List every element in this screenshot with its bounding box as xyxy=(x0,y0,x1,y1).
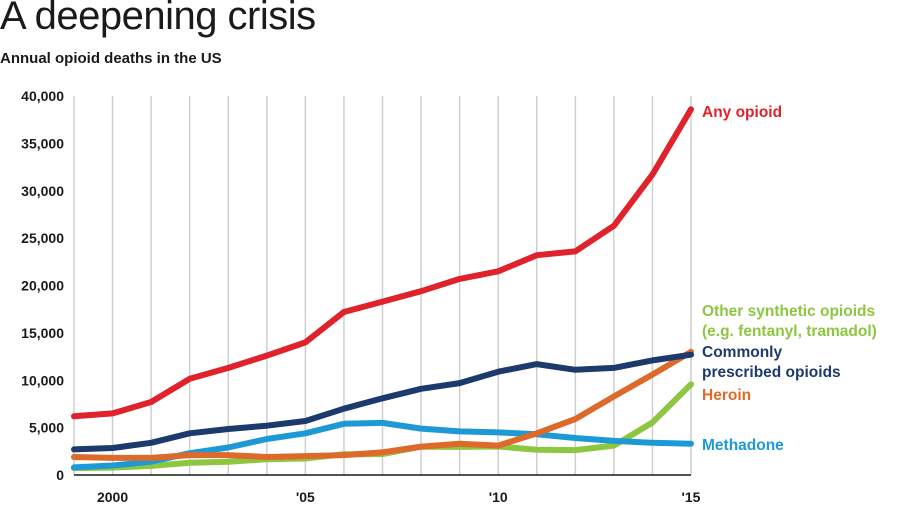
y-tick-label: 35,000 xyxy=(21,135,64,151)
chart-subtitle: Annual opioid deaths in the US xyxy=(0,50,222,67)
y-tick-label: 10,000 xyxy=(21,372,64,388)
chart-title: A deepening crisis xyxy=(0,0,316,38)
x-tick-label: '05 xyxy=(296,489,315,505)
series-legend: Other synthetic opioids (e.g. fentanyl, t… xyxy=(702,104,877,454)
y-tick-label: 25,000 xyxy=(21,230,64,246)
x-tick-label: '15 xyxy=(682,489,701,505)
x-axis-ticks: 2000 '05 '10 '15 xyxy=(97,489,701,505)
y-tick-label: 5,000 xyxy=(29,420,64,436)
y-tick-label: 30,000 xyxy=(21,183,64,199)
legend-label-any: Any opioid xyxy=(702,104,782,121)
legend-label-prescribed: Commonly xyxy=(702,344,782,361)
series-line-any xyxy=(71,106,694,420)
x-tick-label: 2000 xyxy=(97,489,128,505)
y-tick-label: 40,000 xyxy=(21,88,64,104)
y-axis-ticks: 0 5,000 10,000 15,000 20,000 25,000 30,000 35,0… xyxy=(21,88,64,483)
series-line-heroin xyxy=(71,348,694,461)
grid xyxy=(73,96,692,476)
y-tick-label: 15,000 xyxy=(21,325,64,341)
legend-label-other_synthetic: (e.g. fentanyl, tramadol) xyxy=(702,323,877,340)
legend-label-methadone: Methadone xyxy=(702,437,784,454)
x-tick-label: '10 xyxy=(489,489,508,505)
legend-label-other_synthetic: Other synthetic opioids xyxy=(702,303,875,320)
legend-label-heroin: Heroin xyxy=(702,387,751,404)
legend-label-prescribed: prescribed opioids xyxy=(702,364,841,381)
y-tick-label: 20,000 xyxy=(21,278,64,294)
series-lines xyxy=(71,106,694,472)
y-tick-label: 0 xyxy=(56,467,64,483)
series-line-prescribed xyxy=(71,351,694,453)
